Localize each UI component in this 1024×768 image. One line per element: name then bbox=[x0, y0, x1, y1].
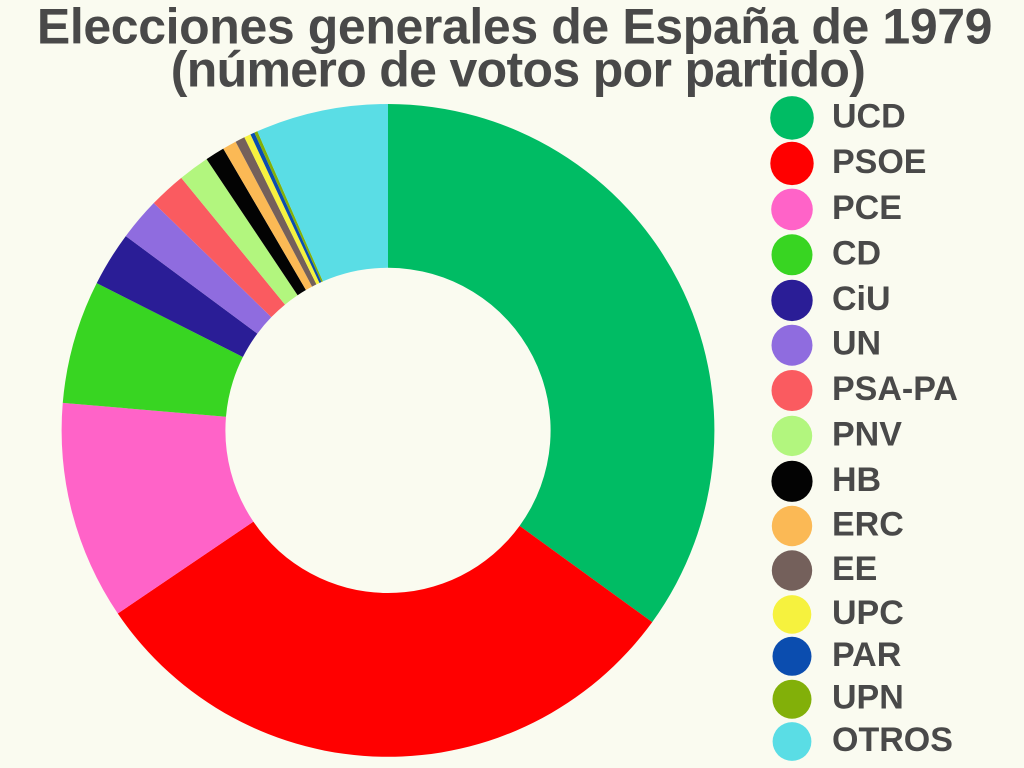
svg-text:EE: EE bbox=[832, 550, 877, 588]
svg-text:(número de votos por partido): (número de votos por partido) bbox=[171, 42, 865, 98]
svg-text:PSA-PA: PSA-PA bbox=[832, 370, 958, 408]
svg-text:PAR: PAR bbox=[832, 636, 901, 674]
svg-text:UPN: UPN bbox=[832, 679, 904, 717]
svg-text:PCE: PCE bbox=[832, 189, 902, 227]
svg-text:UCD: UCD bbox=[832, 97, 906, 135]
svg-text:OTROS: OTROS bbox=[832, 721, 953, 759]
svg-text:CD: CD bbox=[832, 234, 881, 272]
svg-text:UN: UN bbox=[832, 325, 881, 363]
svg-text:Elecciones generales de España: Elecciones generales de España de 1979 bbox=[37, 0, 992, 55]
svg-text:PNV: PNV bbox=[832, 415, 902, 453]
svg-text:HB: HB bbox=[832, 461, 881, 499]
svg-text:PSOE: PSOE bbox=[832, 143, 926, 181]
svg-text:CiU: CiU bbox=[832, 280, 891, 318]
svg-text:UPC: UPC bbox=[832, 594, 904, 632]
svg-text:ERC: ERC bbox=[832, 506, 904, 544]
